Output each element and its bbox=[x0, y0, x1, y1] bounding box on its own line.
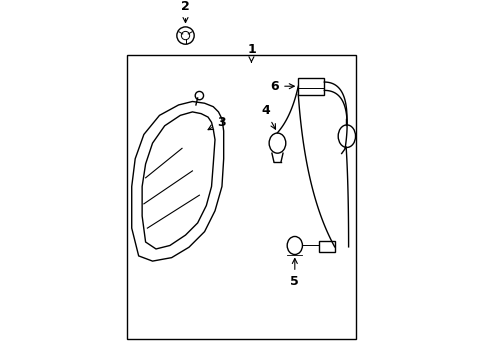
Text: 2: 2 bbox=[181, 0, 189, 23]
Circle shape bbox=[195, 91, 203, 100]
Text: 4: 4 bbox=[261, 104, 275, 129]
Text: 1: 1 bbox=[246, 43, 255, 62]
Circle shape bbox=[177, 27, 194, 44]
Text: 6: 6 bbox=[270, 80, 294, 93]
Text: 3: 3 bbox=[208, 116, 225, 130]
Text: 5: 5 bbox=[290, 258, 299, 288]
